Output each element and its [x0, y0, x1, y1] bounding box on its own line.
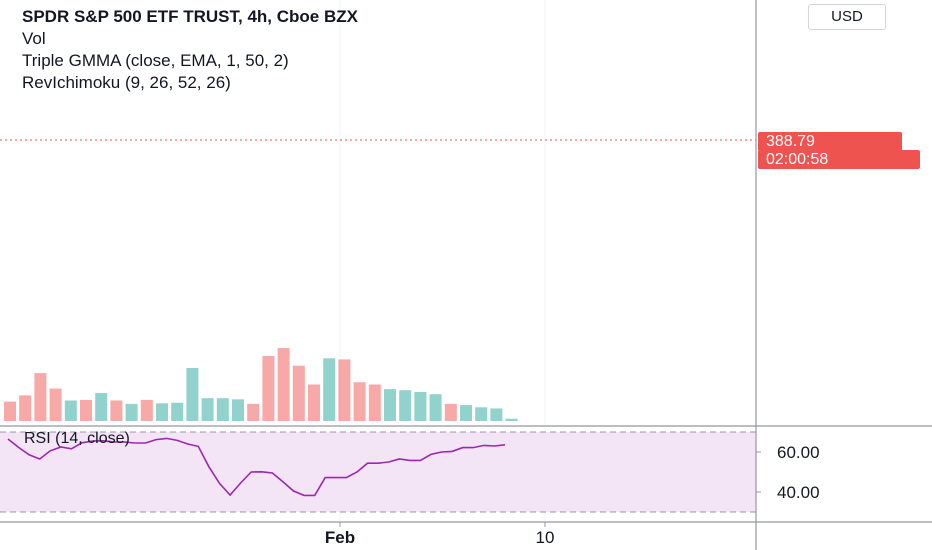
volume-bar: [429, 394, 442, 421]
volume-bar: [368, 384, 381, 421]
volume-bar: [95, 393, 108, 421]
volume-bar: [110, 400, 123, 421]
volume-bar: [277, 348, 290, 421]
volume-bar: [201, 398, 214, 421]
volume-bar: [49, 388, 62, 421]
volume-bar: [232, 399, 244, 421]
gmma-legend[interactable]: Triple GMMA (close, EMA, 1, 50, 2): [22, 51, 289, 70]
volume-bar: [262, 356, 275, 421]
volume-bar: [171, 402, 184, 421]
last-price-tag: 388.79: [758, 132, 902, 151]
time-tick-label: Feb: [325, 528, 355, 547]
volume-bar: [34, 373, 47, 421]
currency-button[interactable]: USD: [808, 4, 886, 30]
volume-bar: [216, 398, 229, 421]
volume-bar: [308, 384, 320, 421]
vol-legend[interactable]: Vol: [22, 29, 46, 48]
volume-bar: [505, 418, 518, 421]
time-tick-label: 10: [536, 528, 555, 547]
volume-bar: [384, 389, 396, 421]
bar-countdown-tag: 02:00:58: [758, 150, 920, 169]
volume-bar: [399, 390, 412, 421]
volume-bar: [323, 358, 336, 421]
rsi-legend[interactable]: RSI (14, close): [24, 430, 130, 447]
volume-bar: [4, 401, 16, 421]
volume-bar: [338, 359, 351, 421]
rsi-line: [7, 437, 506, 497]
volume-bar: [247, 403, 260, 421]
volume-bar: [19, 395, 32, 421]
volume-bar: [475, 407, 488, 421]
volume-bars: [4, 348, 518, 421]
volume-bar: [353, 382, 366, 421]
volume-bar: [64, 400, 77, 421]
volume-bar: [156, 403, 168, 421]
volume-bar: [80, 399, 92, 421]
volume-bar: [125, 403, 138, 421]
ichimoku-legend[interactable]: RevIchimoku (9, 26, 52, 26): [22, 73, 231, 92]
volume-bar: [460, 405, 472, 421]
volume-bar: [444, 403, 457, 421]
volume-bar: [140, 399, 153, 421]
rsi-pane: [0, 431, 756, 513]
volume-bar: [186, 367, 199, 421]
volume-bar: [292, 365, 305, 421]
candles: [0, 139, 756, 141]
volume-bar: [414, 391, 427, 421]
symbol-title[interactable]: SPDR S&P 500 ETF TRUST, 4h, Cboe BZX: [22, 7, 358, 26]
volume-bar: [490, 408, 503, 421]
rsi-tick-label: 60.00: [777, 443, 820, 462]
rsi-band: [0, 432, 756, 512]
rsi-tick-label: 40.00: [777, 483, 820, 502]
